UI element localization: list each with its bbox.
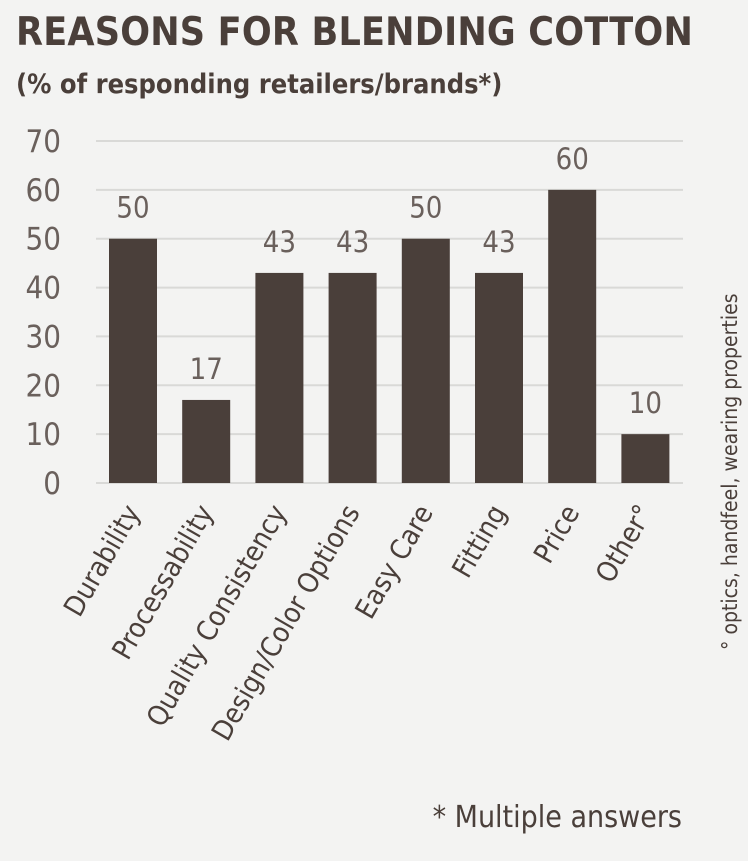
chart-title: REASONS FOR BLENDING COTTON	[16, 10, 694, 55]
bar	[548, 189, 597, 483]
y-tick-label: 20	[26, 368, 61, 404]
y-tick-label: 40	[26, 271, 61, 307]
x-tick-label: Price	[527, 499, 586, 569]
bar	[182, 399, 231, 483]
bar	[109, 238, 157, 483]
data-label: 50	[409, 191, 442, 225]
bar	[401, 238, 450, 483]
data-label: 17	[190, 352, 223, 386]
y-tick-label: 30	[26, 319, 61, 355]
x-tick-label: Other°	[589, 499, 660, 588]
bar	[328, 272, 377, 483]
side-footnote: ° optics, handfeel, wearing properties	[718, 293, 742, 650]
chart-subtitle: (% of responding retailers/brands*)	[16, 69, 503, 100]
bar	[255, 272, 304, 483]
y-tick-label: 10	[26, 417, 61, 453]
data-label: 60	[556, 142, 589, 176]
bar	[475, 272, 523, 483]
y-tick-label: 50	[26, 222, 61, 258]
y-tick-label: 60	[26, 173, 61, 209]
multiple-answers-footnote: * Multiple answers	[432, 800, 682, 835]
y-tick-label: 70	[26, 124, 61, 160]
y-tick-label: 0	[43, 466, 61, 502]
data-label: 43	[482, 225, 515, 259]
data-label: 50	[116, 191, 149, 225]
data-label: 43	[336, 225, 369, 259]
x-tick-label: Fitting	[445, 499, 513, 583]
data-label: 10	[629, 386, 662, 420]
bar	[621, 434, 670, 483]
data-label: 43	[263, 225, 296, 259]
